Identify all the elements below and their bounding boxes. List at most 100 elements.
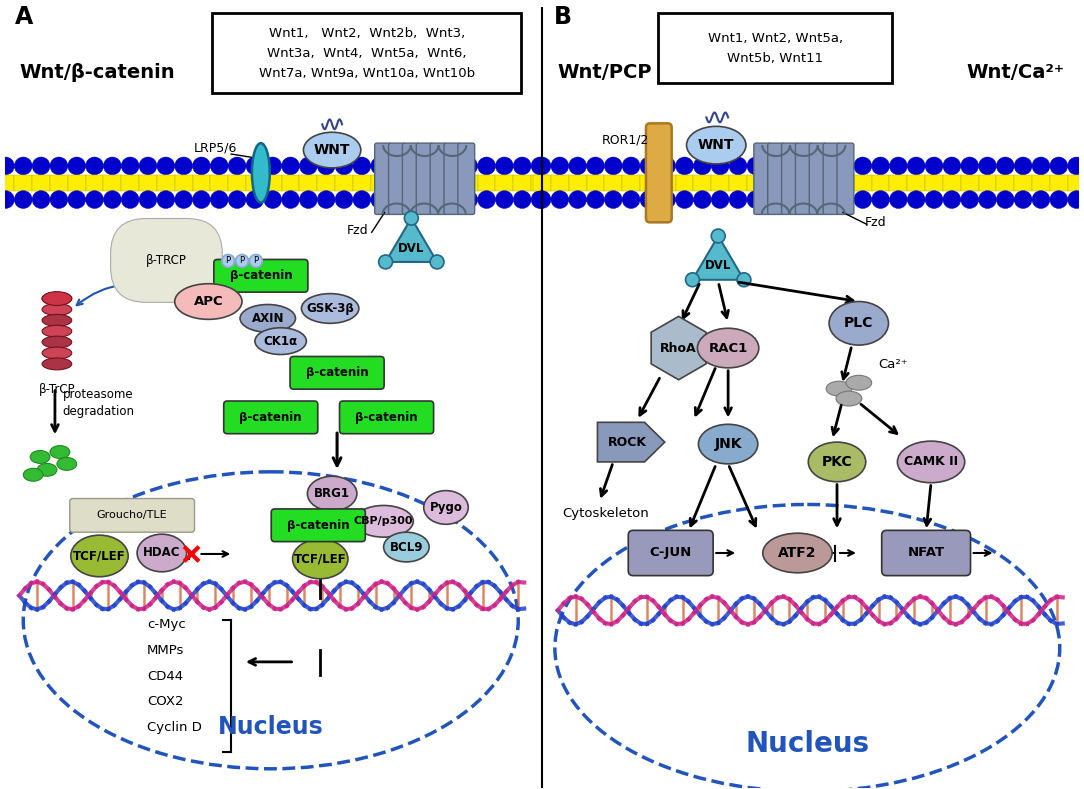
Text: Wnt/β-catenin: Wnt/β-catenin <box>20 63 175 82</box>
Text: CBP/p300: CBP/p300 <box>353 516 413 526</box>
Text: Cyclin D: Cyclin D <box>147 721 202 735</box>
Circle shape <box>622 191 640 208</box>
Circle shape <box>246 157 263 175</box>
Polygon shape <box>386 219 437 262</box>
Bar <box>605 175 622 191</box>
Circle shape <box>783 191 800 208</box>
Circle shape <box>800 191 818 208</box>
FancyBboxPatch shape <box>212 13 521 92</box>
Circle shape <box>943 191 960 208</box>
Circle shape <box>854 191 872 208</box>
Text: BCL9: BCL9 <box>389 540 423 554</box>
Text: WNT: WNT <box>698 138 735 152</box>
Ellipse shape <box>222 255 234 267</box>
FancyBboxPatch shape <box>69 499 194 533</box>
FancyBboxPatch shape <box>753 143 771 215</box>
Text: CK1α: CK1α <box>263 335 298 348</box>
Bar <box>103 175 121 191</box>
Circle shape <box>640 191 658 208</box>
Bar <box>299 175 318 191</box>
Circle shape <box>442 157 460 175</box>
Circle shape <box>800 157 818 175</box>
Circle shape <box>33 157 50 175</box>
Text: MMPs: MMPs <box>147 644 184 657</box>
FancyBboxPatch shape <box>214 260 308 292</box>
Ellipse shape <box>898 441 965 483</box>
Circle shape <box>640 157 658 175</box>
Bar <box>318 175 335 191</box>
Text: P: P <box>254 256 258 265</box>
Circle shape <box>14 157 33 175</box>
Text: Fzd: Fzd <box>347 224 369 237</box>
Text: Groucho/TLE: Groucho/TLE <box>96 510 167 521</box>
Circle shape <box>783 157 800 175</box>
Circle shape <box>157 191 175 208</box>
Circle shape <box>764 191 783 208</box>
Text: APC: APC <box>194 295 223 308</box>
Circle shape <box>531 191 549 208</box>
Bar <box>996 175 1015 191</box>
Circle shape <box>818 157 836 175</box>
Bar <box>86 175 103 191</box>
Circle shape <box>210 191 228 208</box>
Text: ATF2: ATF2 <box>778 546 816 560</box>
Circle shape <box>282 191 299 208</box>
Bar <box>658 175 675 191</box>
Text: Cytoskeleton: Cytoskeleton <box>562 507 648 521</box>
FancyBboxPatch shape <box>375 143 391 215</box>
FancyBboxPatch shape <box>629 530 713 576</box>
Circle shape <box>551 191 569 208</box>
Text: β-catenin: β-catenin <box>287 519 349 532</box>
Circle shape <box>907 157 925 175</box>
FancyBboxPatch shape <box>444 143 461 215</box>
Ellipse shape <box>826 381 852 396</box>
Circle shape <box>1015 191 1032 208</box>
Ellipse shape <box>697 328 759 368</box>
Bar <box>282 175 299 191</box>
Bar <box>442 175 460 191</box>
Circle shape <box>711 191 730 208</box>
Bar <box>694 175 711 191</box>
Circle shape <box>388 157 406 175</box>
Circle shape <box>193 191 210 208</box>
Circle shape <box>495 157 514 175</box>
Bar <box>943 175 960 191</box>
Bar <box>460 175 478 191</box>
FancyBboxPatch shape <box>658 13 892 83</box>
Circle shape <box>747 191 764 208</box>
Bar <box>1049 175 1068 191</box>
Text: ROR1/2: ROR1/2 <box>602 133 648 146</box>
Circle shape <box>371 191 388 208</box>
Circle shape <box>424 191 442 208</box>
Circle shape <box>1032 157 1049 175</box>
Bar <box>193 175 210 191</box>
FancyBboxPatch shape <box>223 401 318 434</box>
Circle shape <box>925 191 943 208</box>
Text: DVL: DVL <box>398 241 425 255</box>
Bar <box>622 175 640 191</box>
Circle shape <box>1032 191 1049 208</box>
FancyBboxPatch shape <box>457 143 475 215</box>
Ellipse shape <box>42 292 72 305</box>
Text: Fzd: Fzd <box>865 216 887 230</box>
Bar <box>1032 175 1049 191</box>
FancyBboxPatch shape <box>646 123 672 222</box>
Bar <box>121 175 139 191</box>
Bar <box>960 175 979 191</box>
Bar <box>139 175 157 191</box>
Bar <box>157 175 175 191</box>
Ellipse shape <box>42 358 72 370</box>
Text: WNT: WNT <box>314 143 350 157</box>
Circle shape <box>460 157 478 175</box>
Circle shape <box>388 191 406 208</box>
Circle shape <box>263 191 282 208</box>
Ellipse shape <box>37 463 57 477</box>
Circle shape <box>1049 191 1068 208</box>
Bar <box>353 175 371 191</box>
Circle shape <box>0 191 14 208</box>
Bar <box>872 175 890 191</box>
Bar <box>854 175 872 191</box>
Circle shape <box>514 157 531 175</box>
Ellipse shape <box>42 314 72 327</box>
Text: Nucleus: Nucleus <box>745 730 869 758</box>
